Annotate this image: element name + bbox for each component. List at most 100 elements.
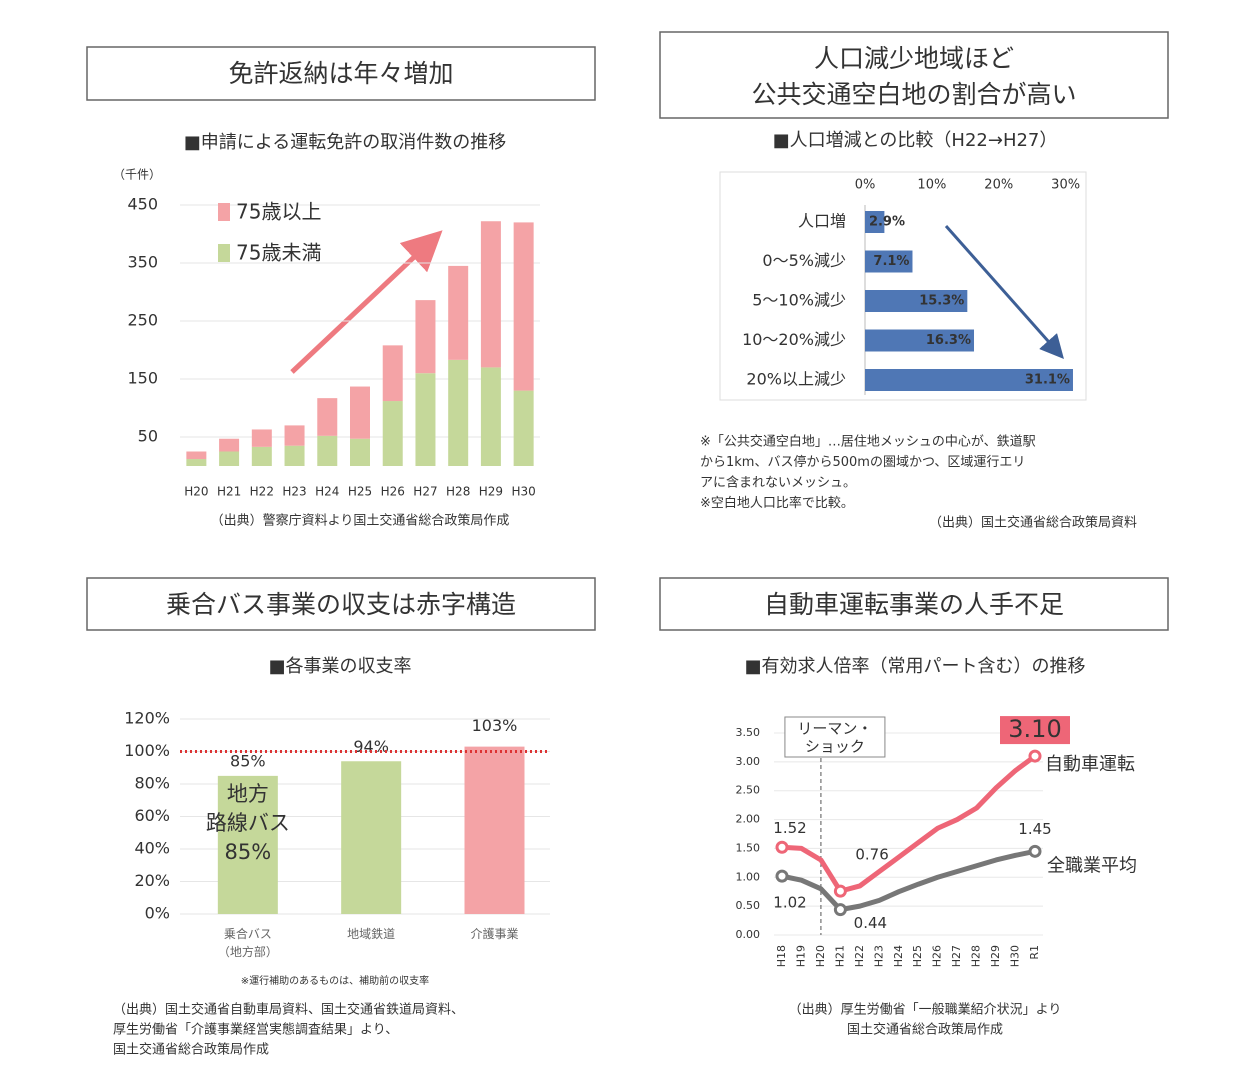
source-note: （出典）厚生労働省「一般職業紹介状況」より [789, 1002, 1062, 1018]
x-tick-label: H20 [814, 945, 827, 967]
legend-swatch [218, 244, 230, 262]
x-tick-label: H20 [184, 485, 208, 499]
bar [341, 761, 402, 914]
note: アに含まれないメッシュ。 [700, 475, 856, 491]
category-label: 人口増 [798, 212, 846, 231]
bar [865, 329, 975, 352]
x-tick-label: 介護事業 [470, 927, 519, 941]
note: ※空白地人口比率で比較。 [700, 495, 854, 511]
trend-arrow [290, 230, 443, 374]
bar [865, 290, 968, 312]
value-label: 1.45 [1018, 820, 1051, 838]
value-label: 1.52 [773, 819, 806, 837]
bar-segment [415, 373, 436, 466]
note: ※運行補助のあるものは、補助前の収支率 [241, 974, 429, 987]
event-label: ショック [805, 738, 865, 756]
axis-unit: （千件） [113, 168, 161, 182]
x-tick-label: H30 [511, 485, 535, 499]
y-tick-label: 450 [127, 195, 158, 214]
trend-arrow [944, 225, 1064, 359]
x-tick-label: H18 [775, 945, 788, 967]
source-note: （出典）警察庁資料より国土交通省総合政策局作成 [211, 513, 510, 529]
x-tick-label: H26 [381, 485, 405, 499]
category-label: 10～20%減少 [742, 330, 846, 349]
point [833, 903, 847, 917]
x-tick-label: H29 [989, 945, 1002, 967]
y-tick-label: 20% [134, 871, 170, 890]
value-label: 31.1% [1025, 373, 1070, 388]
x-tick-label: H21 [833, 945, 846, 967]
x-tick-label: H22 [250, 485, 274, 499]
series-label: 自動車運転 [1045, 754, 1135, 775]
source-note: （出典）国土交通省総合政策局資料 [929, 515, 1137, 531]
y-tick-label: 150 [127, 369, 158, 388]
bar-segment [317, 435, 338, 466]
bar-segment [317, 398, 338, 436]
y-tick-label: 2.00 [736, 813, 761, 826]
panel-heading: 免許返納は年々増加 [228, 59, 453, 88]
bar-segment [448, 359, 469, 466]
y-tick-label: 1.00 [736, 870, 761, 883]
line [781, 848, 1036, 913]
x-tick-label: H24 [892, 945, 905, 967]
x-tick-label: H30 [1009, 945, 1022, 967]
category-label: 0～5%減少 [762, 251, 846, 270]
point [1028, 749, 1042, 763]
point [775, 840, 789, 854]
heading-box [86, 577, 596, 631]
x-tick-label: H26 [931, 945, 944, 967]
point [833, 884, 847, 898]
category-label: 5～10%減少 [752, 291, 846, 310]
bar [865, 211, 885, 233]
x-tick-label: 0% [855, 178, 876, 193]
x-tick-label: 乗合バス（地方部） [217, 927, 278, 959]
y-tick-label: 60% [134, 806, 170, 825]
event-label: リーマン・ [797, 720, 872, 738]
value-label: 103% [472, 716, 518, 735]
bar-segment [219, 451, 240, 466]
source-note: 国土交通省総合政策局作成 [113, 1042, 269, 1058]
value-label: 85% [230, 751, 266, 770]
point [1028, 844, 1042, 858]
y-tick-label: 0% [145, 904, 170, 923]
bar-segment [251, 446, 272, 466]
bar-annotation: 85% [224, 840, 271, 864]
y-tick-label: 50 [138, 427, 158, 446]
x-tick-label: H29 [479, 485, 503, 499]
value-label-box [1000, 716, 1070, 745]
bar [865, 250, 913, 273]
y-tick-label: 3.00 [736, 755, 761, 768]
bar-segment [480, 367, 501, 466]
bar-segment [350, 438, 370, 466]
x-tick-label: H27 [950, 945, 963, 967]
bar-segment [415, 300, 436, 374]
value-label: 7.1% [873, 254, 909, 269]
panel-heading: 自動車運転事業の人手不足 [764, 590, 1064, 619]
bar [464, 746, 525, 914]
x-tick-label: H28 [970, 945, 983, 967]
legend-label: 75歳以上 [236, 200, 321, 224]
bar-segment [448, 265, 469, 360]
value-label: 16.3% [926, 333, 971, 348]
y-tick-label: 0.50 [736, 899, 761, 912]
bar-segment [251, 429, 272, 447]
heading-box [659, 577, 1169, 631]
bar-segment [284, 425, 305, 446]
x-tick-label: H27 [413, 485, 437, 499]
value-label: 15.3% [919, 294, 964, 309]
value-label: 1.02 [773, 894, 806, 912]
y-tick-label: 80% [134, 774, 170, 793]
bar-segment [513, 222, 534, 391]
source-note: 国土交通省総合政策局作成 [847, 1022, 1003, 1038]
source-note: 厚生労働省「介護事業経営実態調査結果」より、 [113, 1022, 398, 1038]
x-tick-label: 20% [984, 178, 1013, 193]
bar [865, 369, 1073, 391]
source-note: （出典）国土交通省自動車局資料、国土交通省鉄道局資料、 [113, 1002, 464, 1018]
chart-title: ■申請による運転免許の取消件数の推移 [184, 132, 506, 153]
panel-heading: 公共交通空白地の割合が高い [751, 80, 1076, 109]
x-tick-label: 30% [1051, 178, 1080, 193]
chart-title: ■人口増減との比較（H22→H27） [773, 130, 1058, 151]
x-tick-label: H25 [911, 945, 924, 967]
bar-segment [219, 438, 240, 452]
